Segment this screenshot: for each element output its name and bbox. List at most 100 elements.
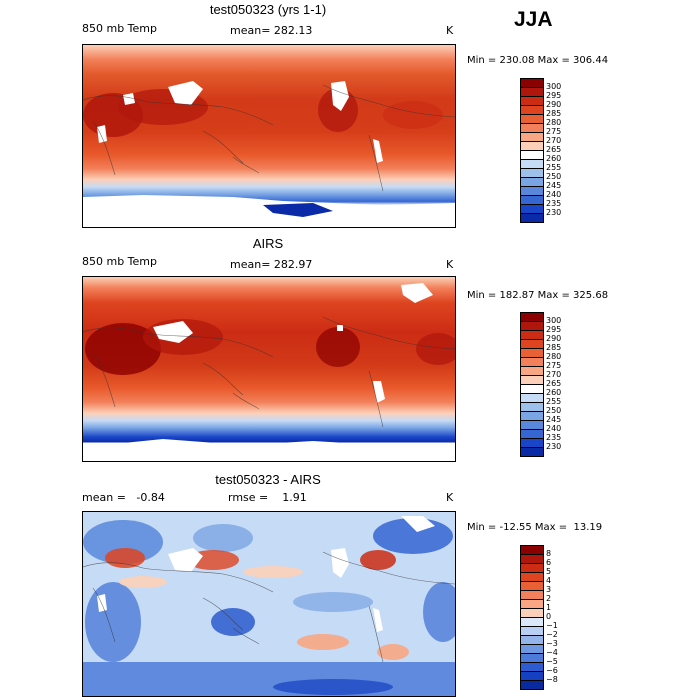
colorbar-tick-label: 230 bbox=[546, 442, 562, 451]
colorbar-model: 300 295 290 285 280 275 270 265 260 255 … bbox=[520, 78, 561, 223]
colorbar-swatch bbox=[521, 105, 543, 114]
colorbar-tick-label: 290 bbox=[546, 334, 562, 343]
colorbar-swatch bbox=[521, 402, 543, 411]
colorbar-swatch bbox=[521, 159, 543, 168]
colorbar-swatch bbox=[521, 330, 543, 339]
panel-title: test050323 - AIRS bbox=[215, 472, 321, 487]
colorbar-swatch bbox=[521, 213, 543, 222]
colorbar-tick-label: 270 bbox=[546, 136, 562, 145]
colorbar-swatch bbox=[521, 626, 543, 635]
colorbar-tick-label: 285 bbox=[546, 343, 562, 352]
map-model-temperature bbox=[82, 44, 456, 228]
colorbar-swatch bbox=[521, 348, 543, 357]
colorbar-tick-label: 235 bbox=[546, 433, 562, 442]
colorbar-tick-label: 275 bbox=[546, 361, 562, 370]
colorbar-tick-label: 265 bbox=[546, 379, 562, 388]
panel-minmax-label: Min = 230.08 Max = 306.44 bbox=[467, 55, 609, 66]
colorbar-boxes bbox=[520, 312, 544, 457]
colorbar-tick-label: 240 bbox=[546, 190, 562, 199]
colorbar-tick-label: 3 bbox=[546, 585, 552, 594]
colorbar-tick-label: −6 bbox=[546, 666, 558, 675]
colorbar-tick-label: 4 bbox=[546, 576, 552, 585]
colorbar-tick-label: 8 bbox=[546, 549, 552, 558]
colorbar-swatch bbox=[521, 644, 543, 653]
colorbar-swatch bbox=[521, 384, 543, 393]
colorbar-swatch bbox=[521, 186, 543, 195]
colorbar-tick-label: 300 bbox=[546, 316, 562, 325]
colorbar-swatch bbox=[521, 581, 543, 590]
map-canvas bbox=[83, 512, 455, 696]
panel-title: AIRS bbox=[252, 236, 284, 251]
colorbar-swatch bbox=[521, 554, 543, 563]
colorbar-swatch bbox=[521, 590, 543, 599]
colorbar-swatch bbox=[521, 123, 543, 132]
map-canvas bbox=[83, 45, 455, 227]
colorbar-tick-label: −1 bbox=[546, 621, 558, 630]
panel-variable-label: 850 mb Temp bbox=[82, 22, 158, 35]
colorbar-tick-label: −4 bbox=[546, 648, 558, 657]
colorbar-boxes bbox=[520, 545, 544, 690]
colorbar-tick-label: 275 bbox=[546, 127, 562, 136]
colorbar-difference: 8 6 5 4 3 2 1 0 −1 −2 −3 −4 −5 −6 −8 bbox=[520, 545, 558, 690]
colorbar-swatch bbox=[521, 599, 543, 608]
colorbar-swatch bbox=[521, 366, 543, 375]
colorbar-swatch bbox=[521, 195, 543, 204]
colorbar-tick-label: −5 bbox=[546, 657, 558, 666]
colorbar-swatch bbox=[521, 393, 543, 402]
colorbar-swatch bbox=[521, 177, 543, 186]
colorbar-tick-label: 280 bbox=[546, 118, 562, 127]
panel-units-label: K bbox=[446, 24, 454, 37]
colorbar-swatch bbox=[521, 438, 543, 447]
panel-mean-label: mean= 282.13 bbox=[230, 24, 313, 37]
colorbar-swatch bbox=[521, 204, 543, 213]
colorbar-tick-label: 260 bbox=[546, 388, 562, 397]
colorbar-swatch bbox=[521, 563, 543, 572]
colorbar-swatch bbox=[521, 150, 543, 159]
colorbar-tick-label: 245 bbox=[546, 181, 562, 190]
colorbar-swatch bbox=[521, 572, 543, 581]
colorbar-swatch bbox=[521, 635, 543, 644]
colorbar-tick-label: −2 bbox=[546, 630, 558, 639]
colorbar-tick-label: 240 bbox=[546, 424, 562, 433]
map-difference-temperature bbox=[82, 511, 456, 697]
colorbar-tick-label: 235 bbox=[546, 199, 562, 208]
colorbar-tick-label: 250 bbox=[546, 406, 562, 415]
colorbar-swatch bbox=[521, 132, 543, 141]
panel-minmax-label: Min = 182.87 Max = 325.68 bbox=[467, 290, 609, 301]
colorbar-tick-label: 280 bbox=[546, 352, 562, 361]
colorbar-swatch bbox=[521, 321, 543, 330]
colorbar-swatch bbox=[521, 608, 543, 617]
colorbar-swatch bbox=[521, 662, 543, 671]
colorbar-tick-label: 6 bbox=[546, 558, 552, 567]
panel-minmax-label: Min = -12.55 Max = 13.19 bbox=[467, 522, 603, 533]
colorbar-airs: 300 295 290 285 280 275 270 265 260 255 … bbox=[520, 312, 561, 457]
colorbar-swatch bbox=[521, 680, 543, 689]
colorbar-swatch bbox=[521, 357, 543, 366]
colorbar-tick-label: −3 bbox=[546, 639, 558, 648]
colorbar-tick-label: 5 bbox=[546, 567, 552, 576]
colorbar-tick-label: 255 bbox=[546, 397, 562, 406]
colorbar-tick-label: 245 bbox=[546, 415, 562, 424]
colorbar-tick-label: 300 bbox=[546, 82, 562, 91]
season-label: JJA bbox=[514, 8, 553, 31]
colorbar-swatch bbox=[521, 114, 543, 123]
colorbar-swatch bbox=[521, 429, 543, 438]
colorbar-swatch bbox=[521, 168, 543, 177]
colorbar-tick-label: 295 bbox=[546, 91, 562, 100]
colorbar-swatch bbox=[521, 617, 543, 626]
colorbar-swatch bbox=[521, 339, 543, 348]
colorbar-tick-label: 285 bbox=[546, 109, 562, 118]
panel-variable-label: 850 mb Temp bbox=[82, 255, 158, 268]
colorbar-swatch bbox=[521, 96, 543, 105]
colorbar-swatch bbox=[521, 420, 543, 429]
colorbar-tick-label: 0 bbox=[546, 612, 552, 621]
colorbar-swatch bbox=[521, 411, 543, 420]
colorbar-tick-label: 270 bbox=[546, 370, 562, 379]
colorbar-tick-label: 2 bbox=[546, 594, 552, 603]
colorbar-tick-label: 290 bbox=[546, 100, 562, 109]
colorbar-tick-label: 230 bbox=[546, 208, 562, 217]
colorbar-swatch bbox=[521, 447, 543, 456]
colorbar-swatch bbox=[521, 141, 543, 150]
colorbar-swatch bbox=[521, 78, 543, 87]
panel-mean-label: mean= 282.97 bbox=[230, 258, 313, 271]
